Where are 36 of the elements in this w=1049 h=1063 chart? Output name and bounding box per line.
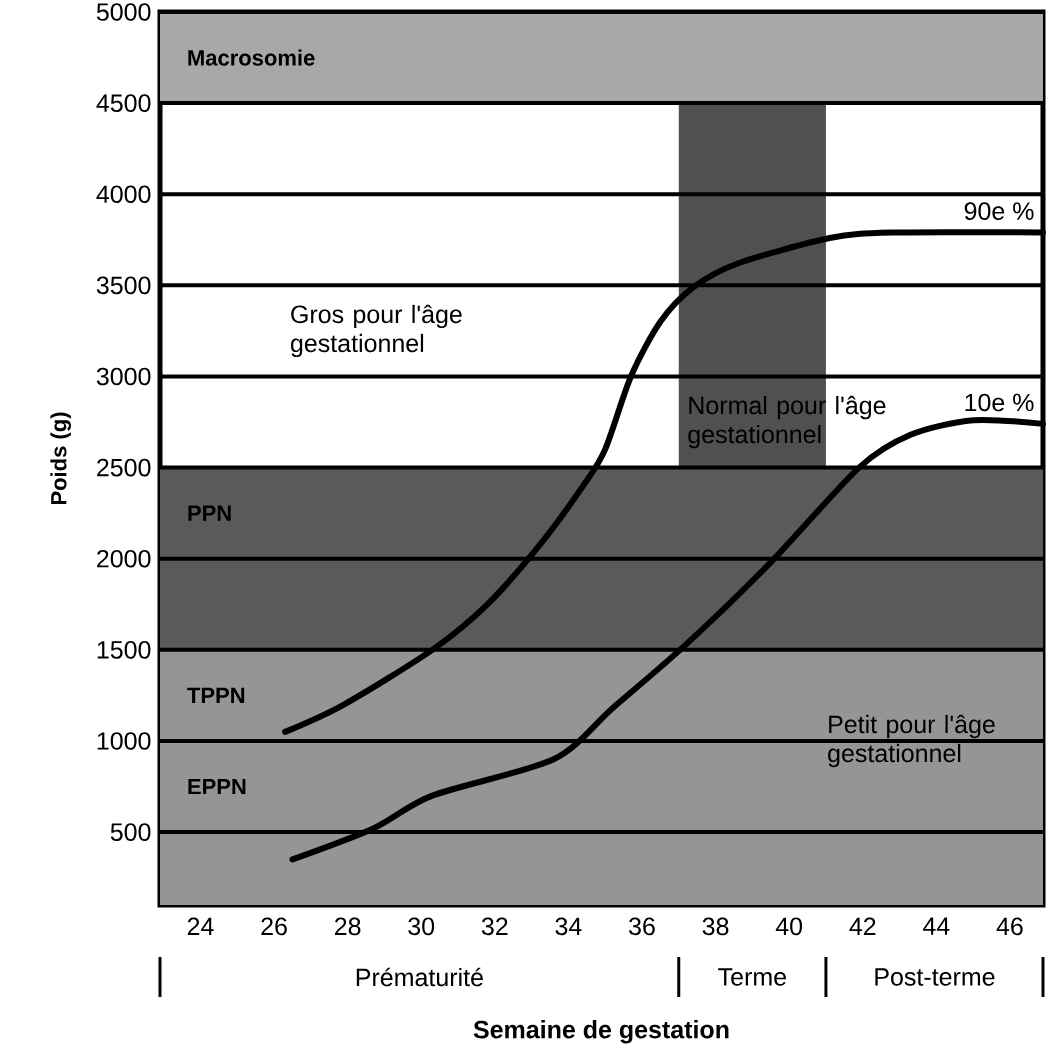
x-tick-label: 46 [996,917,1023,936]
x-tick-label: 28 [334,917,361,936]
x-tick-label: 34 [555,917,582,936]
y-axis-title: Poids (g) [50,412,71,505]
x-tick-label: 44 [922,917,950,935]
y-tick-label: 1000 [97,732,151,750]
x-tick-label: 24 [187,917,214,935]
y-tick-label: 2500 [97,458,151,477]
y-tick-label: 4000 [96,185,151,204]
band-label: Macrosomie [188,49,315,66]
text: Post-terme [875,968,995,986]
y-tick-label: 2000 [97,549,151,568]
text: Terme [718,968,786,986]
x-tick-label: 38 [702,917,729,936]
annotation: Petit pour l'âge gestationnel [828,714,995,768]
text: Prématurité [356,967,483,987]
annotation: Gros pour l'âge gestationnel [290,304,462,358]
band-label: PPN [188,505,231,521]
x-tick-label: 42 [849,917,876,935]
annotation: Normal pour l'âge gestationnel [688,395,886,449]
y-tick-label: 4500 [96,94,151,112]
y-tick-label: 1500 [97,641,151,659]
x-tick-label: 36 [629,917,655,936]
x-axis-title: Semaine de gestation [473,1020,729,1044]
x-tick-label: 26 [261,917,287,936]
x-tick-label: 40 [775,917,803,936]
band-label: TPPN [187,687,245,703]
band-label: EPPN [188,778,246,795]
y-tick-label: 5000 [96,3,151,21]
y-tick-label: 500 [110,823,151,841]
x-tick-label: 30 [408,917,435,936]
series-label: 10e % [965,393,1034,412]
x-tick-label: 32 [481,917,508,936]
y-tick-label: 3500 [96,276,151,295]
y-tick-label: 3000 [96,367,151,386]
series-label: 90e % [964,202,1034,220]
